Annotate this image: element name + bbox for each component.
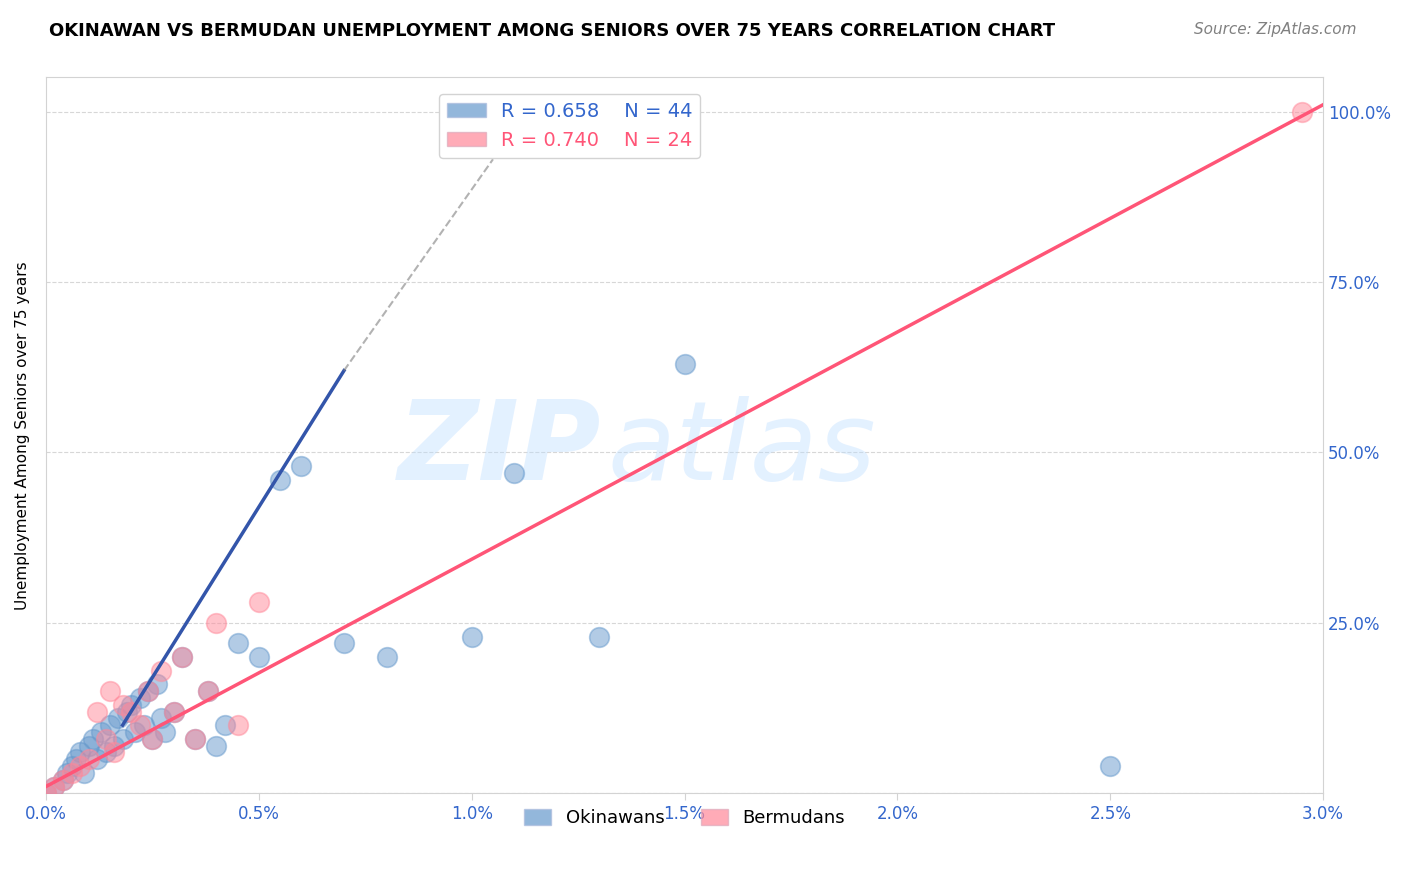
Point [111, 731, 134, 746]
Point [111, 698, 134, 712]
Point [77, 739, 100, 753]
Point [103, 739, 125, 753]
Text: ZIP: ZIP [398, 396, 602, 503]
Point [197, 684, 219, 698]
Point [673, 357, 696, 371]
Point [149, 664, 172, 678]
Point [107, 711, 129, 725]
Point [214, 718, 236, 732]
Point [205, 739, 228, 753]
Point [141, 731, 163, 746]
Point [56, 765, 79, 780]
Point [90, 725, 112, 739]
Point [94, 731, 117, 746]
Point [65, 752, 87, 766]
Point [145, 677, 167, 691]
Point [115, 705, 138, 719]
Point [1291, 104, 1313, 119]
Point [197, 684, 219, 698]
Point [86, 705, 108, 719]
Point [77, 752, 100, 766]
Point [141, 731, 163, 746]
Point [247, 650, 270, 665]
Point [153, 725, 176, 739]
Point [503, 466, 526, 480]
Point [333, 636, 356, 650]
Point [172, 650, 194, 665]
Point [60, 765, 83, 780]
Point [132, 718, 155, 732]
Point [375, 650, 398, 665]
Text: OKINAWAN VS BERMUDAN UNEMPLOYMENT AMONG SENIORS OVER 75 YEARS CORRELATION CHART: OKINAWAN VS BERMUDAN UNEMPLOYMENT AMONG … [49, 22, 1056, 40]
Point [60, 759, 83, 773]
Y-axis label: Unemployment Among Seniors over 75 years: Unemployment Among Seniors over 75 years [15, 261, 30, 610]
Point [163, 705, 186, 719]
Point [124, 725, 146, 739]
Point [290, 459, 312, 474]
Legend: Okinawans, Bermudans: Okinawans, Bermudans [517, 802, 852, 834]
Point [69, 759, 91, 773]
Point [98, 718, 121, 732]
Text: atlas: atlas [607, 396, 876, 503]
Point [247, 595, 270, 609]
Point [184, 731, 207, 746]
Point [44, 780, 66, 794]
Point [52, 772, 75, 787]
Point [1099, 759, 1122, 773]
Point [226, 636, 249, 650]
Point [35, 786, 58, 800]
Point [73, 765, 96, 780]
Point [128, 690, 150, 705]
Point [82, 731, 104, 746]
Point [98, 684, 121, 698]
Point [69, 746, 91, 760]
Point [136, 684, 159, 698]
Point [149, 711, 172, 725]
Point [460, 630, 482, 644]
Point [269, 473, 291, 487]
Point [86, 752, 108, 766]
Point [103, 746, 125, 760]
Point [184, 731, 207, 746]
Point [94, 746, 117, 760]
Point [172, 650, 194, 665]
Point [128, 718, 150, 732]
Point [35, 786, 58, 800]
Point [163, 705, 186, 719]
Text: Source: ZipAtlas.com: Source: ZipAtlas.com [1194, 22, 1357, 37]
Point [226, 718, 249, 732]
Point [205, 615, 228, 630]
Point [120, 698, 142, 712]
Point [44, 780, 66, 794]
Point [136, 684, 159, 698]
Point [588, 630, 610, 644]
Point [52, 772, 75, 787]
Point [120, 705, 142, 719]
